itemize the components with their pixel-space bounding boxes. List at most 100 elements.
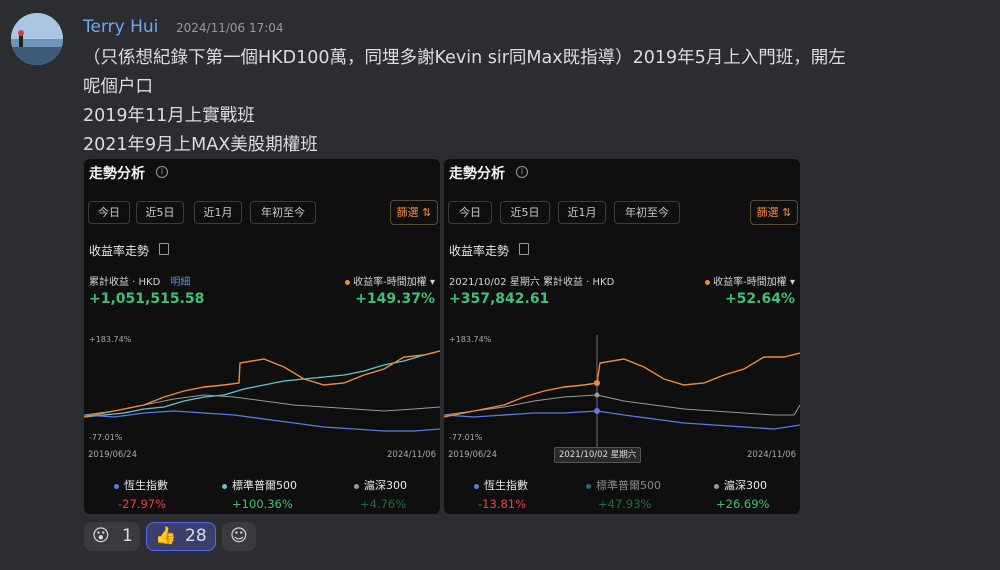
chip-1m[interactable]: 近1月 <box>558 201 606 224</box>
info-icon: i <box>516 166 528 178</box>
cum-value: +1,051,515.58 <box>89 291 205 307</box>
series-line-portfolio <box>444 352 800 418</box>
add-reaction-button[interactable]: ☺ <box>222 522 256 551</box>
legend-csi300-value: +26.69% <box>716 497 770 511</box>
reaction-count: 28 <box>185 526 207 546</box>
legend-sp500-value: +100.36% <box>232 497 293 511</box>
message-line: 2021年9月上MAX美股期權班 <box>83 135 318 155</box>
y-axis-top-label: +183.74% <box>449 335 492 344</box>
surprised-face-icon: 😮 <box>92 526 110 546</box>
copy-icon <box>159 243 169 255</box>
caret-down-icon: ▾ <box>429 277 435 288</box>
filter-label: 篩選 <box>756 206 779 219</box>
add-reaction-icon: ☺ <box>230 526 248 546</box>
sp500-dot-icon <box>222 483 227 489</box>
crosshair-dot-hsi <box>594 408 600 414</box>
y-axis-bottom-label: -77.01% <box>89 433 123 442</box>
rate-value: +149.37% <box>355 291 435 307</box>
legend-hsi[interactable]: 恆生指數 <box>114 477 168 493</box>
chip-today[interactable]: 今日 <box>88 201 130 224</box>
y-axis-bottom-label: -77.01% <box>449 433 483 442</box>
cum-label: 2021/10/02 星期六 累計收益 · HKD <box>449 277 615 288</box>
chip-5d[interactable]: 近5日 <box>500 201 550 224</box>
chip-today[interactable]: 今日 <box>448 201 492 224</box>
reaction-count: 1 <box>122 526 133 546</box>
series-line-csi300 <box>444 394 800 416</box>
info-icon: i <box>156 166 168 178</box>
legend-csi300-label: 滬深300 <box>724 479 767 492</box>
legend-hsi-label: 恆生指數 <box>484 479 528 492</box>
chip-1m[interactable]: 近1月 <box>194 201 242 224</box>
author-name[interactable]: Terry Hui <box>83 17 159 37</box>
avatar[interactable] <box>11 13 63 65</box>
legend-hsi-value: -27.97% <box>118 497 166 511</box>
caret-down-icon: ▾ <box>789 277 795 288</box>
message-timestamp: 2024/11/06 17:04 <box>176 21 284 35</box>
card-title: 走勢分析 <box>449 166 505 182</box>
x-axis-start-label: 2019/06/24 <box>88 450 137 460</box>
series-line-csi300 <box>84 394 440 416</box>
message-line: 呢個户口 <box>83 77 153 97</box>
filter-button[interactable]: 篩選 ⇅ <box>390 200 438 225</box>
legend-sp500[interactable]: 標準普爾500 <box>222 477 297 493</box>
chip-ytd[interactable]: 年初至今 <box>614 201 680 224</box>
filter-label: 篩選 <box>396 206 419 219</box>
legend-csi300-value: +4.76% <box>360 497 407 511</box>
sort-icon: ⇅ <box>782 206 792 219</box>
cum-value: +357,842.61 <box>449 291 550 307</box>
csi300-dot-icon <box>714 483 719 489</box>
portfolio-dot-icon <box>705 279 711 285</box>
copy-icon <box>519 243 529 255</box>
returns-chart <box>444 335 800 447</box>
sort-icon: ⇅ <box>422 206 432 219</box>
legend-sp500-label: 標準普爾500 <box>232 479 297 492</box>
legend-sp500-label: 標準普爾500 <box>596 479 661 492</box>
thumbs-up-icon: 👍 <box>155 526 177 546</box>
rate-label-text: 收益率-時間加權 <box>353 277 427 288</box>
x-axis-end-label: 2024/11/06 <box>747 450 796 460</box>
message-line: 2019年11月上實戰班 <box>83 106 255 126</box>
rate-label[interactable]: 收益率-時間加權 ▾ <box>345 273 435 288</box>
crosshair-dot-portfolio <box>594 380 600 386</box>
series-line-portfolio <box>84 350 440 418</box>
series-line-hsi <box>84 410 440 432</box>
csi300-dot-icon <box>354 483 359 489</box>
legend-csi300[interactable]: 滬深300 <box>354 477 407 493</box>
message-line: （只係想紀錄下第一個HKD100萬，同埋多謝Kevin sir同Max既指導）2… <box>83 48 846 68</box>
rate-label-text: 收益率-時間加權 <box>713 277 787 288</box>
hsi-dot-icon <box>114 483 119 489</box>
y-axis-top-label: +183.74% <box>89 335 132 344</box>
reaction-thumbs-up[interactable]: 👍 28 <box>146 522 216 551</box>
returns-chart <box>84 350 440 432</box>
x-axis-end-label: 2024/11/06 <box>387 450 436 460</box>
attachment-image[interactable]: 走勢分析 i 今日 近5日 近1月 年初至今 篩選 ⇅ 收益率走勢 2021/1… <box>444 159 800 514</box>
chip-5d[interactable]: 近5日 <box>136 201 184 224</box>
detail-link[interactable]: 明細 <box>170 277 191 288</box>
portfolio-dot-icon <box>345 279 351 285</box>
section-title: 收益率走勢 <box>89 244 150 258</box>
cum-label-text: 累計收益 · HKD <box>89 277 161 288</box>
legend-csi300-label: 滬深300 <box>364 479 407 492</box>
cum-label: 累計收益 · HKD 明細 <box>89 273 190 288</box>
legend-csi300[interactable]: 滬深300 <box>714 477 767 493</box>
crosshair-dot-csi300 <box>594 392 600 398</box>
legend-sp500[interactable]: 標準普爾500 <box>586 477 661 493</box>
reaction-surprised[interactable]: 😮 1 <box>84 522 140 551</box>
attachment-image[interactable]: 走勢分析 i 今日 近5日 近1月 年初至今 篩選 ⇅ 收益率走勢 累計收益 ·… <box>84 159 440 514</box>
rate-value: +52.64% <box>724 291 795 307</box>
series-line-sp500 <box>84 350 440 418</box>
legend-sp500-value: +47.93% <box>598 497 652 511</box>
section-title: 收益率走勢 <box>449 244 510 258</box>
filter-button[interactable]: 篩選 ⇅ <box>750 200 798 225</box>
x-axis-start-label: 2019/06/24 <box>448 450 497 460</box>
legend-hsi-label: 恆生指數 <box>124 479 168 492</box>
hsi-dot-icon <box>474 483 479 489</box>
rate-label[interactable]: 收益率-時間加權 ▾ <box>705 273 795 288</box>
sp500-dot-icon <box>586 483 591 489</box>
message-text: （只係想紀錄下第一個HKD100萬，同埋多謝Kevin sir同Max既指導）2… <box>83 44 963 160</box>
series-line-hsi <box>444 410 800 430</box>
chip-ytd[interactable]: 年初至今 <box>250 201 316 224</box>
crosshair-tooltip: 2021/10/02 星期六 <box>554 447 642 463</box>
legend-hsi[interactable]: 恆生指數 <box>474 477 528 493</box>
card-title: 走勢分析 <box>89 166 145 182</box>
